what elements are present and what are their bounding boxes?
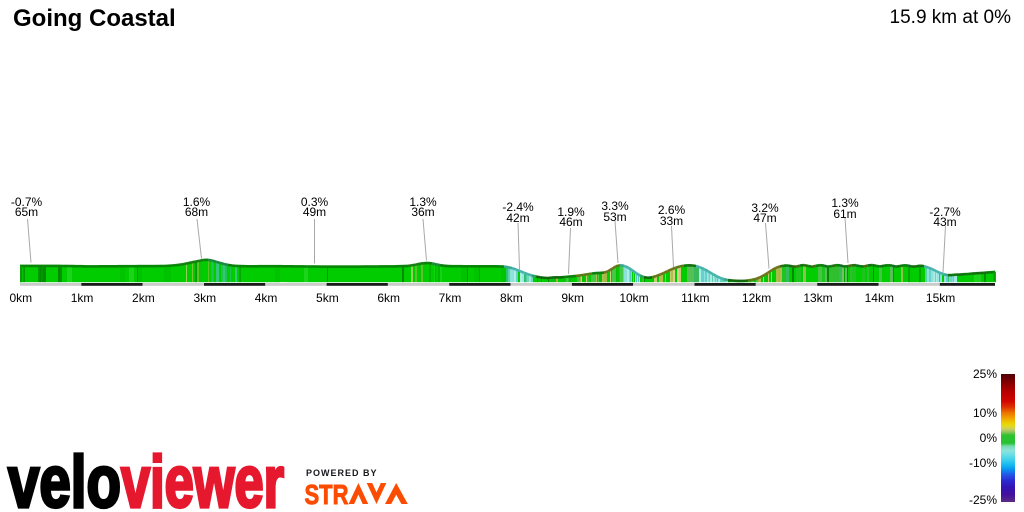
svg-text:STR: STR	[305, 479, 349, 510]
svg-text:velo: velo	[8, 442, 121, 512]
svg-text:viewer: viewer	[121, 442, 284, 512]
